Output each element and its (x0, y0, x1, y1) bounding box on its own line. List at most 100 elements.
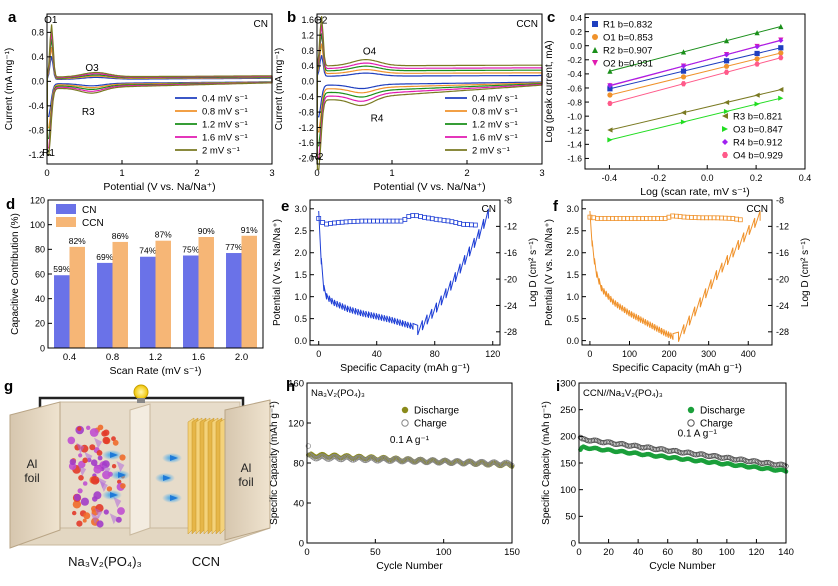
bar-ccn (241, 235, 257, 348)
log-d-point (335, 220, 341, 226)
y-tick-label: -0.4 (567, 69, 582, 79)
y-tick-label: 80 (35, 245, 45, 255)
legend-label: 0.4 mV s⁻¹ (472, 94, 518, 105)
legend-label: CN (82, 205, 96, 216)
log-d-point (378, 218, 384, 224)
plot-frame (316, 13, 543, 165)
data-point (607, 137, 613, 143)
rate-annotation: 0.1 A g⁻¹ (678, 428, 718, 439)
x-tick-label: 0 (576, 547, 581, 558)
fit-line (609, 47, 781, 90)
charge-point (309, 453, 316, 460)
y-tick-label: 0.8 (31, 28, 44, 38)
y-tick-label: 1.0 (294, 292, 307, 302)
ion-arrow-icon (170, 495, 178, 501)
crystal-polyhedron (109, 513, 118, 525)
crystal-atom (82, 457, 88, 464)
y2-tick-label: -12 (504, 222, 517, 232)
data-point (592, 47, 598, 53)
charge-point (364, 457, 370, 463)
crystal-atom (96, 450, 103, 456)
gitt-chart-e: e 0 40 80 120 0.0 0.5 1.0 1.5 2.0 2.5 3.0 -8 -12 -16 -2… (272, 195, 539, 374)
log-d-point (737, 217, 743, 223)
charge-point (475, 460, 481, 467)
charge-point (415, 457, 421, 464)
log-d-point (331, 220, 337, 226)
y-axis-label: Capacitive Contribution (%) (10, 213, 21, 335)
y-tick-label: 120 (288, 418, 304, 429)
log-d-point (469, 222, 474, 228)
legend-label: R4 b=0.912 (733, 138, 782, 149)
bar-cn (183, 255, 199, 348)
log-d-point (433, 216, 439, 222)
y2-tick-label: -8 (776, 195, 784, 205)
log-d-point (375, 218, 380, 224)
log-d-point (390, 218, 396, 224)
y-tick-label: 60 (35, 269, 45, 279)
y-tick-label: 80 (293, 458, 304, 469)
data-point (778, 45, 784, 51)
data-point (778, 50, 784, 56)
right-foil-label: Al foil (238, 461, 253, 489)
bar-value-label: 69% (96, 252, 113, 262)
anode-label: CCN (192, 554, 220, 569)
panel-tag: Na₃V₂(PO₄)₃ (311, 388, 365, 399)
charge-point (315, 455, 321, 461)
data-point (607, 86, 613, 92)
log-d-point (406, 214, 412, 219)
cell-schematic: g Al foil Al foil Na₃V₂(PO₄)₃ CCN (4, 378, 271, 569)
charge-point (359, 455, 365, 462)
peak-annotation: O3 (85, 63, 99, 74)
charge-point (305, 443, 312, 449)
y-tick-label: 1.5 (294, 270, 307, 280)
y-tick-label: 1.2 (301, 30, 314, 40)
legend-label: Discharge (700, 406, 745, 417)
legend-marker (687, 419, 695, 427)
bar-value-label: 74% (139, 246, 156, 256)
x-tick-label: 400 (741, 349, 756, 359)
y-tick-label: 1.0 (566, 292, 579, 302)
panel-letter-c: c (547, 9, 555, 26)
charge-point (384, 457, 391, 464)
y-tick-label: -0.8 (28, 126, 44, 136)
charge-point (501, 460, 507, 466)
data-point (754, 92, 760, 98)
y-tick-label: 2.5 (294, 226, 307, 236)
data-point (607, 82, 613, 88)
bar-value-label: 59% (53, 264, 70, 274)
charge-point (371, 456, 377, 462)
ion-arrow-icon (110, 452, 118, 458)
y-tick-label: 150 (560, 458, 576, 469)
data-point (722, 113, 728, 119)
log-d-point (359, 218, 365, 224)
legend-marker (401, 406, 409, 414)
crystal-atom (72, 500, 82, 509)
log-log-chart-c: c -0.4 -0.2 0.0 0.2 0.4 -1.6 -1.4 -1.2 -1.0 -0.8 -0… (544, 9, 811, 198)
cycling-chart-i: i 0 20 40 60 80 100 120 140 0 50 100 150 200 250 300 Cyc… (541, 378, 794, 572)
crystal-atom (111, 436, 116, 442)
data-point (778, 95, 784, 101)
log-d-point (343, 219, 349, 225)
crystal-polyhedron (78, 465, 87, 477)
crystal-polyhedron (90, 513, 99, 525)
panel-tag: CN (482, 204, 496, 215)
bar-value-label: 86% (112, 231, 129, 241)
y-tick-label: 40 (293, 498, 304, 509)
legend-label: 2 mV s⁻¹ (472, 146, 510, 157)
bar-cn (54, 275, 70, 348)
crystal-atom (83, 512, 91, 520)
legend-label: 0.8 mV s⁻¹ (472, 107, 518, 118)
y-tick-label: 2.0 (294, 248, 307, 258)
y-tick-label: -1.4 (567, 140, 582, 150)
crystal-atom (103, 509, 109, 515)
gitt-chart-f: f 0 100 200 300 400 0.0 0.5 1.0 1.5 2.0 2.5 3.0 -8 -12… (544, 195, 811, 374)
log-d-point (472, 222, 478, 228)
ion-arrow-icon (110, 492, 118, 498)
x-tick-label: -0.4 (602, 173, 618, 183)
separator (129, 403, 151, 536)
x-axis-label: Potential (V vs. Na/Na⁺) (373, 181, 485, 193)
legend-label: O4 b=0.929 (733, 151, 783, 162)
data-point (607, 92, 613, 98)
crystal-atom (89, 428, 99, 437)
x-tick-label: 120 (748, 547, 764, 558)
